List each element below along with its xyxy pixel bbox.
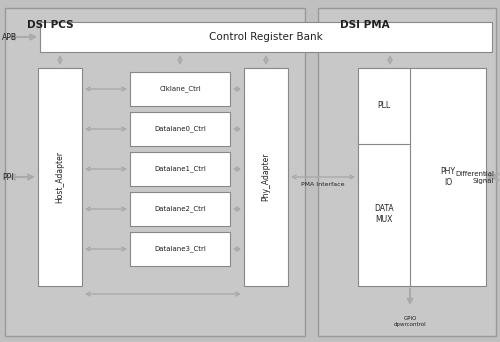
Bar (244, 68, 288, 286)
Bar (130, 152, 230, 186)
Bar (358, 68, 486, 286)
Bar (5, 8, 305, 336)
Text: Control Register Bank: Control Register Bank (209, 32, 323, 42)
Text: GPIO
dpwrcontrol: GPIO dpwrcontrol (394, 316, 426, 327)
Text: DSI PMA: DSI PMA (340, 20, 390, 30)
Text: Datalane0_Ctrl: Datalane0_Ctrl (154, 126, 206, 132)
Text: PHY
IO: PHY IO (440, 167, 456, 187)
Bar (130, 72, 230, 106)
Text: Clklane_Ctrl: Clklane_Ctrl (159, 86, 201, 92)
Bar (38, 68, 82, 286)
Text: Datalane2_Ctrl: Datalane2_Ctrl (154, 206, 206, 212)
Text: PPI: PPI (2, 172, 14, 182)
Text: Datalane1_Ctrl: Datalane1_Ctrl (154, 166, 206, 172)
Text: Differential
Signal: Differential Signal (455, 171, 494, 184)
Text: Phy_Adapter: Phy_Adapter (262, 153, 270, 201)
Text: APB: APB (2, 32, 17, 41)
Bar (40, 22, 492, 52)
Text: Host_Adapter: Host_Adapter (56, 151, 64, 203)
Bar (318, 8, 496, 336)
Text: PMA Interface: PMA Interface (301, 183, 345, 187)
Bar (130, 232, 230, 266)
Text: DATA
MUX: DATA MUX (374, 205, 394, 224)
Text: Datalane3_Ctrl: Datalane3_Ctrl (154, 246, 206, 252)
Bar (130, 112, 230, 146)
Bar (130, 192, 230, 226)
Text: PLL: PLL (378, 101, 390, 109)
Text: DSI PCS: DSI PCS (27, 20, 74, 30)
